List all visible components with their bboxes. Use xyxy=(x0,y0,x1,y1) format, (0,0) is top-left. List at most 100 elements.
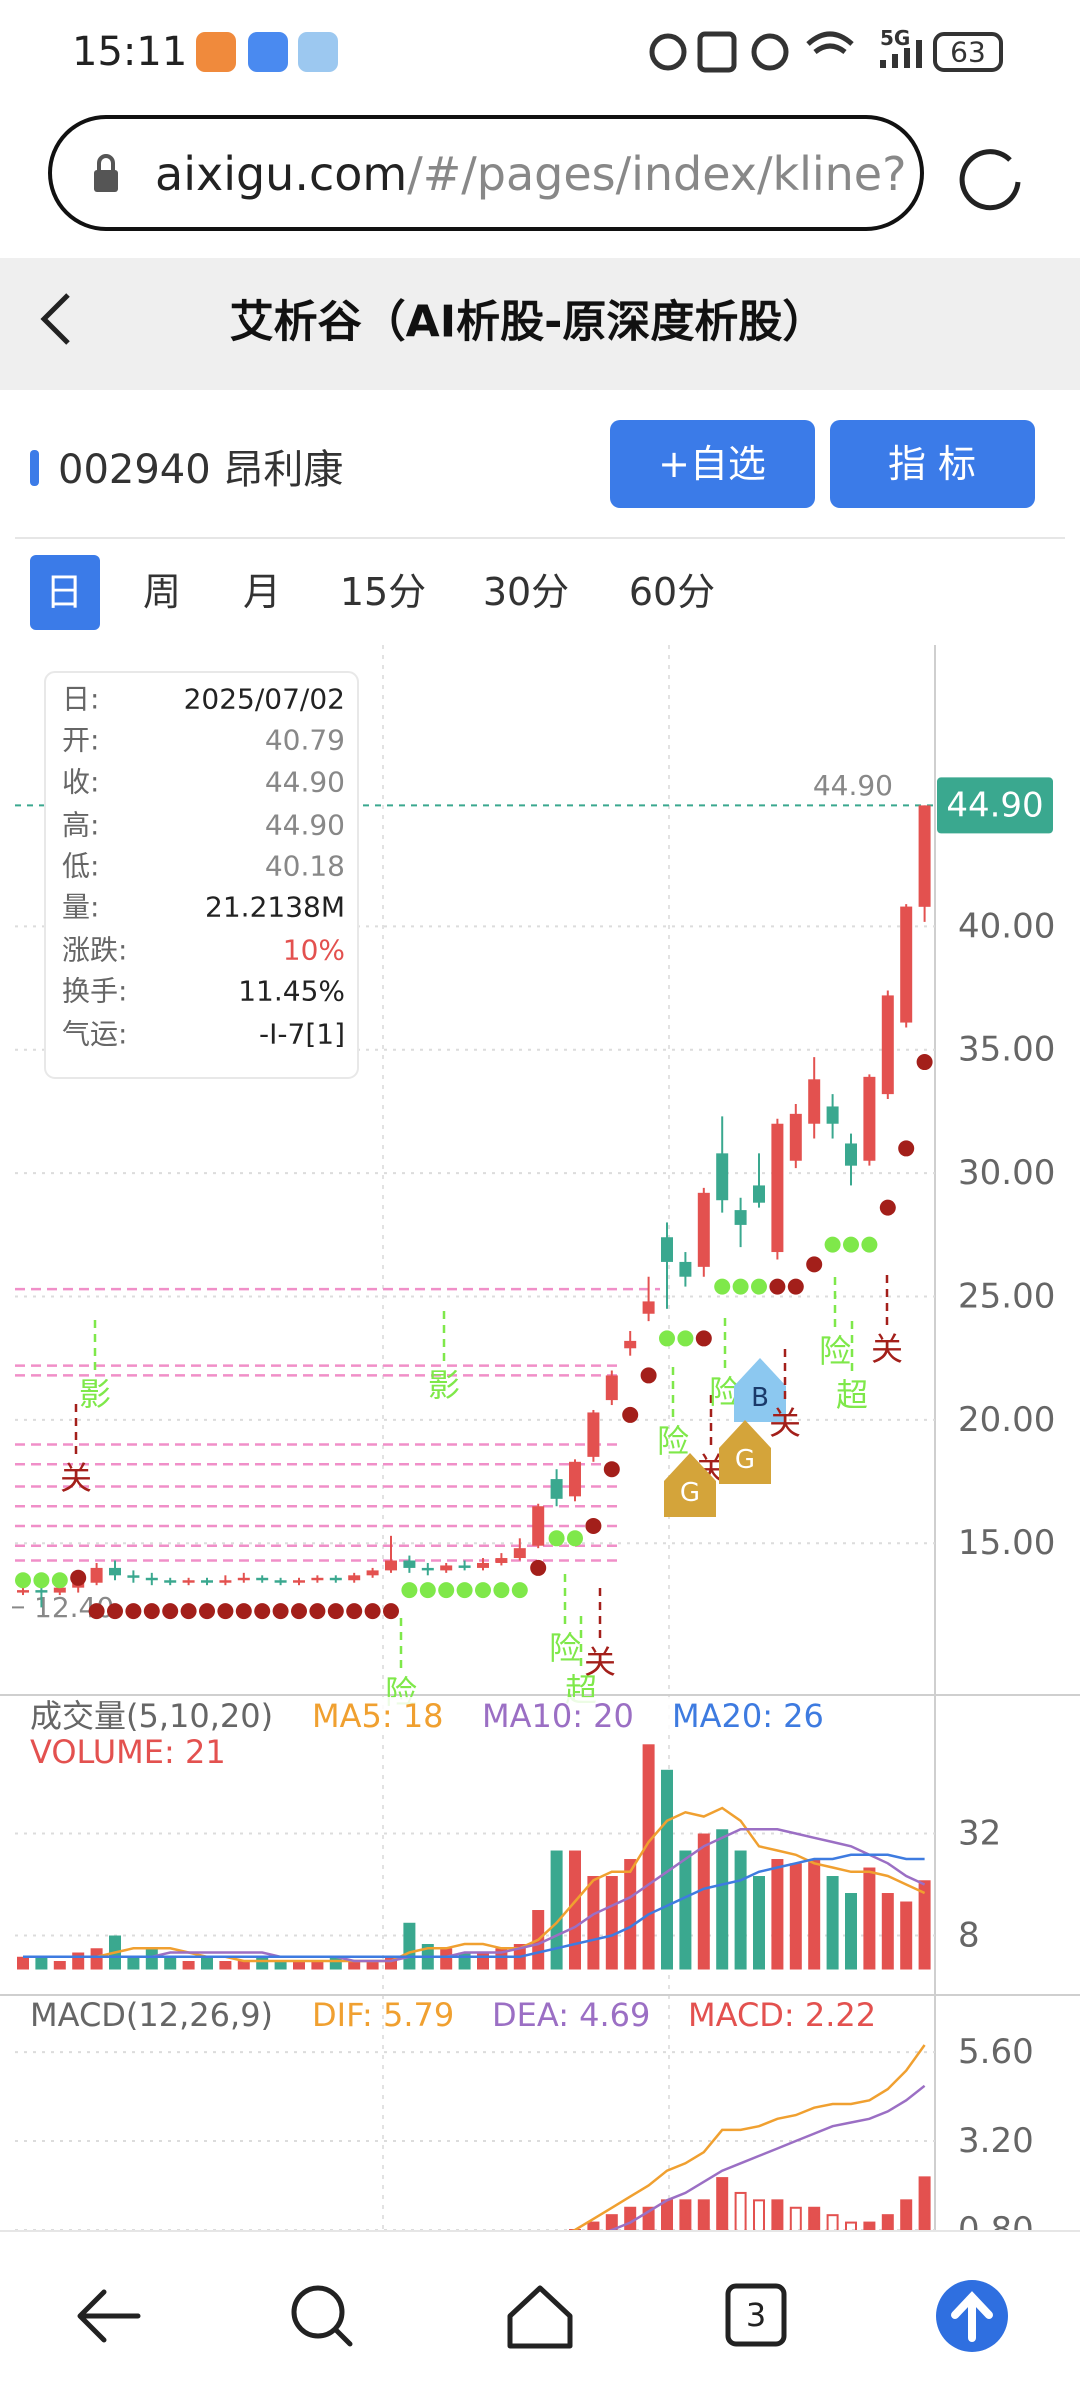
tab-label[interactable]: 日 xyxy=(45,570,83,614)
app-icon xyxy=(298,32,338,72)
volume-bar xyxy=(274,1961,287,1970)
volume-bar xyxy=(458,1952,471,1970)
macd-bar xyxy=(587,2221,600,2230)
macd-bar xyxy=(808,2206,821,2230)
tab-label[interactable]: 15分 xyxy=(340,570,426,614)
green-dot xyxy=(438,1582,455,1599)
reload-button[interactable] xyxy=(959,149,1021,211)
red-dot xyxy=(603,1461,620,1478)
indicator-button[interactable] xyxy=(830,420,1035,508)
tab-label[interactable]: 60分 xyxy=(629,570,715,614)
stock-marker xyxy=(30,450,39,486)
candle-body xyxy=(182,1580,195,1583)
status-icon xyxy=(697,31,737,73)
tab-selected[interactable] xyxy=(30,555,100,630)
candle-body xyxy=(918,805,931,907)
signal-marker xyxy=(734,1358,786,1422)
volume-bar xyxy=(35,1956,48,1970)
volume-bar xyxy=(145,1948,158,1970)
nav-search[interactable] xyxy=(291,2285,345,2339)
candle-body xyxy=(863,1076,876,1161)
macd-bar xyxy=(716,2177,729,2230)
info-value: 21.2138M xyxy=(205,891,345,924)
candle-body xyxy=(109,1567,121,1576)
green-dot xyxy=(401,1582,418,1599)
volume-bar xyxy=(72,1952,85,1970)
macd-bar xyxy=(624,2206,637,2230)
macd-bar xyxy=(826,2214,839,2230)
y-tick-label: 40.00 xyxy=(958,906,1055,946)
y-tick-label: 35.00 xyxy=(958,1030,1055,1070)
volume-bar xyxy=(17,1956,29,1970)
legend-entry: DIF: 5.79 xyxy=(312,1996,454,2034)
signal-label: 关 xyxy=(60,1459,92,1497)
volume-bar xyxy=(477,1952,489,1970)
candle-body xyxy=(734,1210,747,1225)
volume-bar xyxy=(587,1876,600,1970)
candle-body xyxy=(311,1577,324,1581)
url-bar[interactable] xyxy=(48,115,924,231)
volume-bar xyxy=(201,1956,213,1970)
macd-label: MACD: 2.22 xyxy=(688,1996,876,2034)
nav-tabs[interactable] xyxy=(725,2283,787,2347)
macd-bar xyxy=(642,2206,655,2230)
red-dot xyxy=(622,1406,639,1423)
indicator-button-label: 指 标 xyxy=(888,442,976,486)
macd-bar xyxy=(605,2214,618,2230)
green-dot xyxy=(493,1582,510,1599)
candle-body xyxy=(385,1560,397,1571)
green-dot xyxy=(714,1278,731,1295)
ma-line xyxy=(23,1828,926,1963)
ma-line xyxy=(23,1853,925,1959)
info-label: 气运: xyxy=(62,1018,127,1051)
red-dot xyxy=(88,1603,105,1620)
red-dot xyxy=(640,1367,657,1384)
candle-body xyxy=(808,1079,821,1124)
candle-body xyxy=(164,1580,177,1583)
volume-bar xyxy=(569,1850,581,1970)
candle-body xyxy=(881,995,894,1095)
signal-label: 险 xyxy=(549,1629,581,1667)
candle-body xyxy=(440,1565,453,1571)
watchlist-button[interactable] xyxy=(610,420,815,508)
candle-body xyxy=(201,1580,213,1583)
legend-entry: DEA: 4.69 xyxy=(492,1996,650,2034)
kline-chart: 15.00 20.00 25.00 30.00 35.00 40.00 44.90 44.90… xyxy=(12,769,1055,1711)
volume-bar xyxy=(771,1859,784,1970)
candle-body xyxy=(569,1461,581,1497)
info-label: 低: xyxy=(62,850,99,883)
candle-body xyxy=(256,1577,269,1581)
tab-label[interactable]: 30分 xyxy=(483,570,569,614)
stock-name: 002940 昂利康 xyxy=(58,447,343,493)
status-time: 15:11 xyxy=(72,29,187,75)
volume-bar xyxy=(753,1876,765,1970)
candle-body xyxy=(145,1577,158,1581)
nav-home[interactable] xyxy=(507,2285,573,2349)
tab-label[interactable]: 周 xyxy=(143,570,181,614)
candle-body xyxy=(348,1575,361,1581)
nav-search xyxy=(333,2327,353,2347)
back-button[interactable] xyxy=(40,293,70,345)
red-dot xyxy=(254,1603,271,1620)
nav-back[interactable] xyxy=(77,2289,141,2343)
red-dot xyxy=(769,1278,786,1295)
url-text: aixigu.com/#/pages/index/kline? xyxy=(155,147,907,201)
candle-body xyxy=(789,1113,802,1161)
candle-body xyxy=(293,1580,305,1583)
volume-bar xyxy=(642,1744,655,1970)
red-dot xyxy=(383,1603,399,1620)
candle-body xyxy=(421,1567,434,1571)
red-dot xyxy=(217,1603,234,1620)
tab-label[interactable]: 月 xyxy=(243,570,281,614)
volume-bar xyxy=(826,1876,839,1970)
info-label: 涨跌: xyxy=(62,934,127,967)
volume-bar xyxy=(127,1956,140,1970)
signal-label: 超 xyxy=(836,1376,868,1414)
candle-body xyxy=(219,1580,232,1583)
macd-bar xyxy=(881,2214,894,2230)
info-label: 开: xyxy=(62,724,99,757)
lock-icon xyxy=(97,154,115,171)
volume-bar xyxy=(716,1829,729,1970)
volume-bar xyxy=(679,1850,692,1970)
